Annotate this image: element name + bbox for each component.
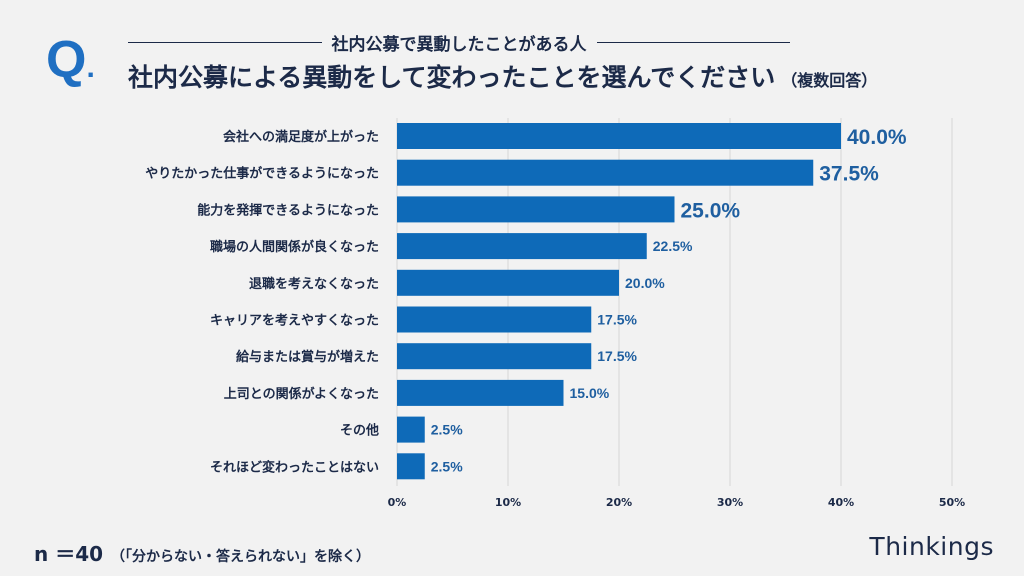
sample-size: n ＝40 （「分からない・答えられない」を除く） bbox=[34, 542, 371, 566]
divider-right bbox=[596, 42, 790, 43]
divider-left bbox=[128, 42, 322, 43]
bar bbox=[397, 453, 425, 480]
bar bbox=[397, 196, 675, 223]
bar bbox=[397, 159, 814, 186]
category-label: 能力を発揮できるようになった bbox=[197, 202, 379, 218]
value-label: 17.5% bbox=[597, 312, 637, 328]
x-tick-label: 0% bbox=[388, 496, 407, 509]
brand-logo: Thinkings bbox=[869, 532, 994, 561]
category-label: その他 bbox=[340, 423, 379, 439]
x-tick-label: 50% bbox=[939, 496, 965, 509]
subtitle-text: 社内公募で異動したことがある人 bbox=[331, 35, 587, 55]
bar bbox=[397, 343, 592, 370]
category-label: 給与または賞与が増えた bbox=[236, 349, 379, 365]
category-label: やりたかった仕事ができるようになった bbox=[145, 166, 379, 182]
x-tick-label: 30% bbox=[717, 496, 743, 509]
category-label: それほど変わったことはない bbox=[210, 459, 379, 475]
value-label: 22.5% bbox=[653, 238, 693, 254]
question-mark: Q. bbox=[46, 31, 95, 89]
sample-note: （「分からない・答えられない」を除く） bbox=[111, 549, 371, 565]
value-label: 15.0% bbox=[570, 385, 610, 401]
bar bbox=[397, 123, 841, 149]
category-label: 会社への満足度が上がった bbox=[223, 129, 379, 145]
value-label: 37.5% bbox=[819, 163, 879, 186]
subtitle: 社内公募で異動したことがある人 bbox=[128, 30, 790, 55]
value-label: 20.0% bbox=[625, 275, 665, 291]
value-label: 25.0% bbox=[681, 199, 741, 222]
category-label: 上司との関係がよくなった bbox=[224, 386, 379, 402]
x-tick-label: 10% bbox=[495, 496, 521, 509]
title-note: （複数回答） bbox=[781, 71, 878, 90]
bar bbox=[397, 416, 425, 443]
value-label: 2.5% bbox=[431, 458, 463, 474]
category-label: 退職を考えなくなった bbox=[249, 276, 379, 292]
bar bbox=[397, 269, 619, 296]
category-label: キャリアを考えやすくなった bbox=[210, 313, 379, 329]
page-title: 社内公募による異動をして変わったことを選んでください （複数回答） bbox=[128, 63, 878, 92]
value-label: 17.5% bbox=[597, 348, 637, 364]
value-label: 2.5% bbox=[431, 422, 463, 438]
category-label: 職場の人間関係が良くなった bbox=[210, 239, 379, 255]
bar bbox=[397, 233, 647, 260]
x-tick-label: 40% bbox=[828, 496, 854, 509]
value-label: 40.0% bbox=[847, 126, 907, 149]
bar bbox=[397, 379, 564, 406]
x-tick-label: 20% bbox=[606, 496, 632, 509]
bar bbox=[397, 306, 592, 333]
